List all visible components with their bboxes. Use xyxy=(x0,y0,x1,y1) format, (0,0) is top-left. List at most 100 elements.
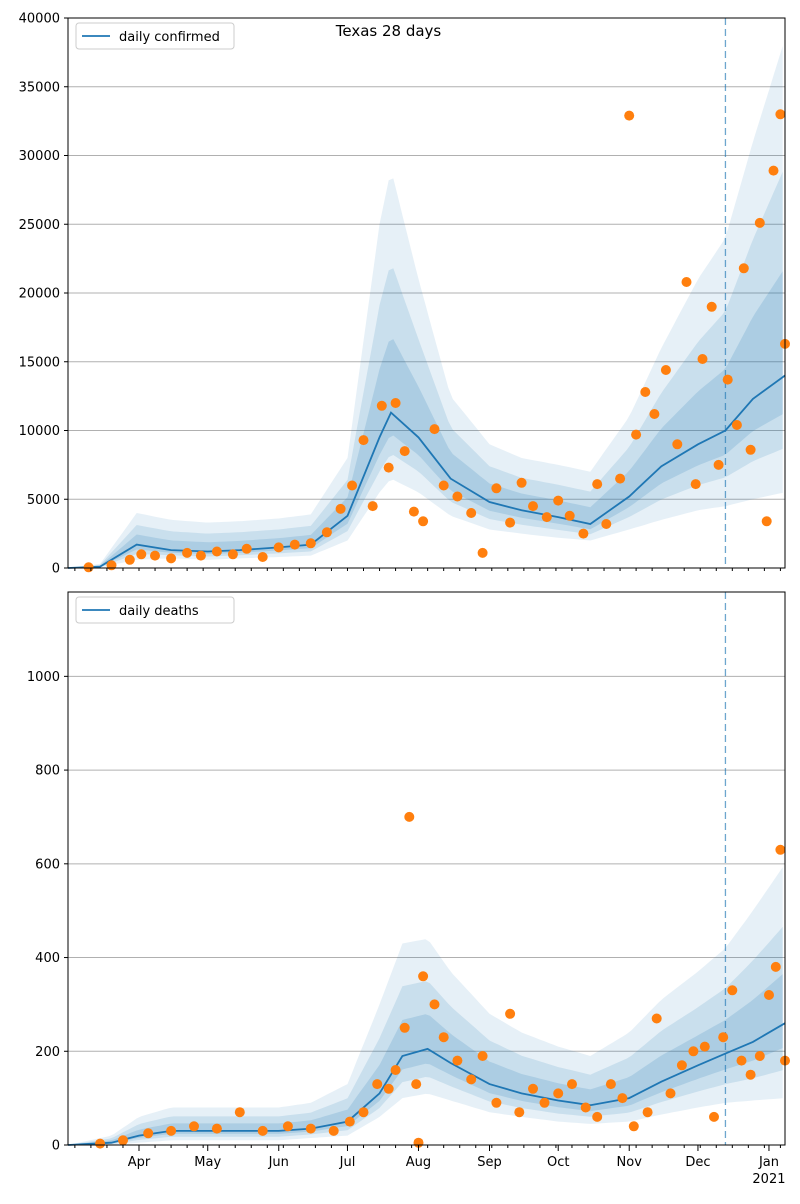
observed-point xyxy=(713,459,724,470)
observed-point xyxy=(211,546,222,557)
confirmed-panel: 0 5000 10000 15000 20000 25000 30000 35000 40000… xyxy=(19,12,790,577)
observed-point xyxy=(418,516,429,527)
observed-point xyxy=(124,554,135,565)
y-tick-label: 20000 xyxy=(19,287,60,302)
observed-point xyxy=(438,1032,449,1043)
y-tick-label: 15000 xyxy=(19,355,60,370)
chart-title: Texas 28 days xyxy=(335,22,442,40)
observed-point xyxy=(289,539,300,550)
observed-point xyxy=(328,1125,339,1136)
observed-point xyxy=(624,110,635,121)
x-tick-label: Jan xyxy=(758,1155,779,1170)
y-tick-label: 800 xyxy=(35,764,60,779)
observed-point xyxy=(376,400,387,411)
observed-point xyxy=(553,1088,564,1099)
observed-point xyxy=(344,1116,355,1127)
uncertainty-band xyxy=(68,46,783,568)
observed-point xyxy=(118,1135,128,1146)
y-tick-label: 40000 xyxy=(19,12,60,27)
legend-label: daily deaths xyxy=(119,604,199,619)
observed-point xyxy=(690,479,701,490)
observed-point xyxy=(390,398,401,408)
x-tick-label: Apr xyxy=(128,1155,151,1170)
observed-point xyxy=(727,985,738,996)
observed-point xyxy=(182,547,193,558)
observed-point xyxy=(390,1065,401,1075)
observed-point xyxy=(628,1121,639,1132)
observed-point xyxy=(399,446,410,457)
model-line xyxy=(67,374,786,569)
observed-point xyxy=(150,550,160,561)
observed-point xyxy=(651,1013,662,1024)
observed-point xyxy=(617,1093,628,1104)
observed-point xyxy=(516,477,527,488)
x-tick-label: Dec xyxy=(685,1155,710,1170)
x-tick-label: Nov xyxy=(617,1155,643,1170)
observed-point xyxy=(665,1088,676,1099)
legend-label: daily confirmed xyxy=(119,30,220,45)
observed-point xyxy=(305,538,316,549)
observed-point xyxy=(615,473,626,484)
observed-point xyxy=(383,462,394,473)
observed-point xyxy=(211,1123,222,1134)
observed-point xyxy=(676,1060,687,1071)
observed-point xyxy=(631,429,642,440)
observed-point xyxy=(681,277,692,287)
observed-point xyxy=(466,508,477,518)
observed-point xyxy=(553,495,564,506)
observed-point xyxy=(408,506,419,517)
observed-point xyxy=(709,1111,719,1122)
observed-point xyxy=(592,1111,603,1122)
observed-point xyxy=(722,374,733,385)
observed-point xyxy=(234,1107,245,1118)
observed-point xyxy=(358,435,369,446)
observed-point xyxy=(166,1125,177,1136)
observed-point xyxy=(731,420,742,430)
observed-point xyxy=(578,528,589,539)
uncertainty-band xyxy=(68,271,783,568)
observed-point xyxy=(745,1069,756,1080)
observed-point xyxy=(305,1123,316,1134)
observed-point xyxy=(241,543,252,554)
y-tick-label: 25000 xyxy=(19,218,60,233)
observed-point xyxy=(452,1055,463,1066)
observed-point xyxy=(592,479,603,490)
observed-point xyxy=(282,1121,293,1132)
x-tick-label: Jun xyxy=(268,1155,289,1170)
observed-point xyxy=(95,1138,106,1149)
observed-point xyxy=(528,1083,538,1094)
observed-point xyxy=(466,1074,477,1085)
observed-point xyxy=(736,1055,747,1066)
observed-point xyxy=(136,549,147,560)
observed-point xyxy=(367,501,378,512)
observed-point xyxy=(567,1079,577,1090)
observed-point xyxy=(754,217,765,228)
observed-point xyxy=(166,553,177,564)
legend: daily confirmed xyxy=(75,22,235,50)
observed-point xyxy=(697,354,708,364)
observed-point xyxy=(106,560,117,571)
observed-point xyxy=(227,549,238,560)
observed-point xyxy=(672,439,683,450)
x-year-label: 2021 xyxy=(752,1172,785,1187)
y-tick-label: 200 xyxy=(35,1045,60,1060)
y-tick-label: 400 xyxy=(35,951,60,966)
x-tick-label: Jul xyxy=(339,1155,356,1170)
observed-point xyxy=(273,542,284,553)
observed-point xyxy=(738,263,749,274)
observed-point xyxy=(541,512,552,523)
axes-frame xyxy=(67,591,786,1146)
observed-point xyxy=(383,1083,394,1094)
observed-point xyxy=(505,1008,516,1019)
observed-point xyxy=(605,1079,616,1090)
observed-point xyxy=(601,519,612,529)
observed-point xyxy=(768,165,779,176)
x-tick-label: May xyxy=(194,1155,221,1170)
observed-point xyxy=(539,1097,550,1108)
legend-box xyxy=(75,596,235,624)
observed-point xyxy=(688,1046,699,1057)
observed-point xyxy=(321,527,332,538)
uncertainty-band xyxy=(68,926,783,1145)
observed-point xyxy=(411,1079,422,1090)
